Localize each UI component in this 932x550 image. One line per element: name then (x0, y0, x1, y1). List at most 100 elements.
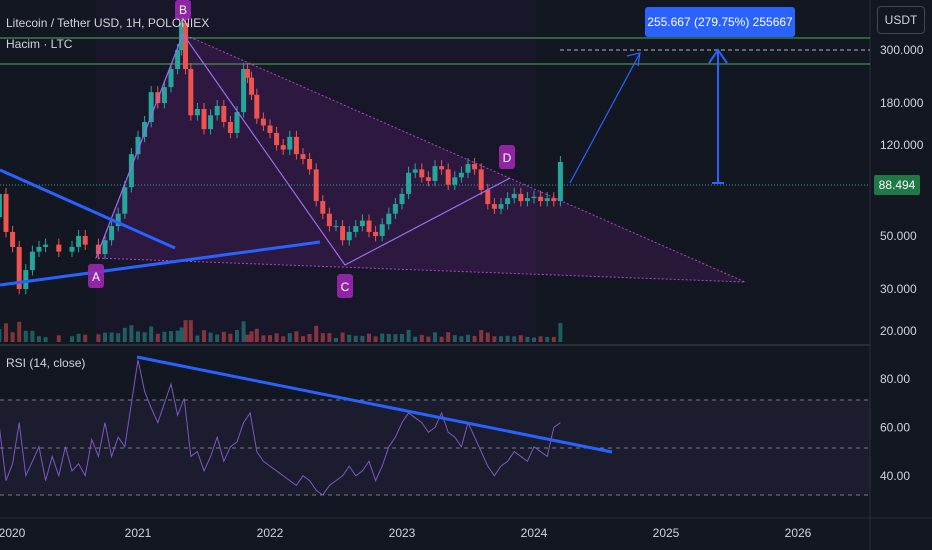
candle-body (274, 132, 280, 146)
volume-bars (0, 320, 563, 342)
candle-body (412, 169, 418, 173)
candle-body (491, 204, 497, 209)
volume-bar (314, 325, 319, 342)
volume-bar (492, 336, 497, 342)
candle-body (241, 68, 247, 113)
candle-body (0, 193, 2, 218)
volume-bar (155, 333, 160, 342)
volume-bar (136, 331, 140, 342)
volume-bar (538, 336, 543, 342)
candle-body (313, 169, 319, 202)
candle-body (148, 92, 154, 122)
volume-bar (129, 325, 134, 342)
point-a-label: A (92, 270, 100, 284)
price-tick-label: 20.000 (880, 324, 917, 338)
rsi-indicator-label[interactable]: RSI (14, close) (6, 356, 86, 370)
candle-body (425, 177, 431, 181)
candle-body (544, 198, 550, 202)
candle-body (445, 169, 451, 185)
volume-bar (208, 332, 213, 342)
candle-body (122, 187, 128, 214)
point-c[interactable]: C (337, 274, 353, 298)
price-tick-label: 50.000 (880, 229, 917, 243)
volume-bar (551, 336, 556, 342)
volume-bar (221, 331, 226, 342)
candle-body (142, 121, 148, 137)
candle-body (109, 226, 115, 241)
volume-bar (452, 335, 457, 342)
trendline-2[interactable] (0, 240, 321, 287)
candle-body (102, 240, 108, 255)
volume-bar (179, 327, 184, 342)
candle-body (95, 244, 101, 255)
volume-bar (386, 333, 391, 342)
volume-bar (96, 334, 101, 342)
volume-bar (76, 333, 81, 342)
volume-bar (307, 333, 312, 342)
candle-body (432, 166, 438, 181)
price-tick-label: 300.000 (880, 43, 924, 57)
candle-body (249, 77, 255, 95)
volume-bar (466, 334, 470, 342)
candle-body (340, 226, 346, 241)
volume-bar (400, 334, 404, 342)
candle-body (23, 270, 29, 289)
volume-bar (228, 333, 233, 342)
volume-bar (532, 337, 536, 342)
volume-bar (195, 335, 200, 342)
candle-body (333, 226, 339, 228)
volume-bar (261, 335, 266, 342)
candle-body (115, 213, 121, 227)
time-tick-label: 2022 (257, 526, 284, 540)
time-scale[interactable]: 2020 2021 2022 2023 2024 2025 2026 (0, 526, 812, 540)
volume-bar (122, 327, 127, 342)
volume-bar (56, 335, 61, 342)
rsi-trendline[interactable] (136, 355, 613, 454)
volume-bar (109, 332, 114, 342)
volume-bar (149, 326, 154, 342)
abcd-pattern[interactable] (95, 32, 511, 266)
candle-body (168, 68, 174, 88)
volume-bar (505, 335, 510, 342)
time-tick-label: 2023 (389, 526, 416, 540)
volume-bar (301, 336, 305, 342)
point-d[interactable]: D (499, 145, 515, 169)
candle-body (485, 189, 491, 205)
candle-body (208, 115, 214, 130)
volume-bar (406, 329, 411, 342)
volume-bar (17, 321, 22, 342)
candle-body (260, 118, 266, 126)
volume-bar (162, 331, 167, 342)
rsi-tick-label: 40.00 (880, 469, 910, 483)
point-b[interactable]: B (175, 0, 191, 20)
candle-body (326, 213, 332, 227)
candle-body (3, 193, 9, 232)
symbol-title[interactable]: Litecoin / Tether USD, 1H, POLONIEX (6, 16, 210, 30)
volume-bar (353, 335, 358, 342)
candle-body (498, 204, 504, 209)
candle-body (56, 244, 62, 252)
projection-arrow[interactable] (569, 52, 641, 184)
volume-bar (439, 336, 444, 342)
candle-body (300, 154, 306, 160)
volume-bar (274, 333, 279, 342)
candle-body (183, 22, 189, 69)
volume-bar (37, 336, 41, 342)
measure-arrow-head (708, 48, 728, 64)
volume-bar (320, 333, 325, 342)
point-a[interactable]: A (88, 264, 104, 288)
volume-bar (4, 323, 8, 342)
volume-indicator-label[interactable]: Hacim · LTC (6, 37, 73, 51)
candle-body (29, 251, 35, 271)
candle-body (524, 198, 530, 202)
volume-bar (459, 336, 464, 342)
trendline-1[interactable] (0, 168, 176, 250)
volume-bar (525, 336, 530, 342)
point-c-label: C (341, 280, 350, 294)
currency-button[interactable]: USDT (877, 6, 925, 34)
rsi-scale[interactable]: 80.00 60.00 40.00 (880, 372, 910, 483)
candle-body (10, 231, 16, 247)
candle-body (76, 235, 82, 247)
candle-body (359, 220, 365, 227)
